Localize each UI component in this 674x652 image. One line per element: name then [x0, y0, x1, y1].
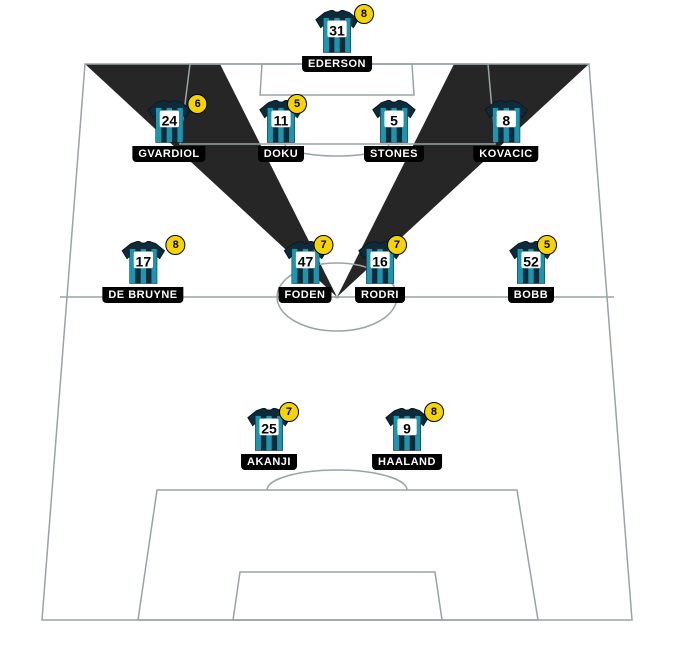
- svg-text:5: 5: [390, 113, 398, 129]
- player-rating: 6: [188, 94, 208, 114]
- svg-text:11: 11: [274, 113, 289, 129]
- svg-text:8: 8: [502, 113, 510, 129]
- player-name: GVARDIOL: [132, 146, 205, 162]
- player-rating: 7: [314, 235, 334, 255]
- player-name: DE BRUYNE: [102, 287, 183, 303]
- svg-text:52: 52: [523, 254, 539, 270]
- player-kovacic[interactable]: 8 KOVACIC: [473, 100, 538, 162]
- player-name: EDERSON: [302, 56, 372, 72]
- player-rating: 5: [537, 235, 557, 255]
- player-rodri[interactable]: 16 7RODRI: [355, 241, 405, 303]
- player-name: HAALAND: [372, 454, 442, 470]
- player-rating: 5: [287, 94, 307, 114]
- player-name: STONES: [364, 146, 424, 162]
- player-ederson[interactable]: 31 8EDERSON: [302, 10, 372, 72]
- player-rating: 7: [387, 235, 407, 255]
- player-name: AKANJI: [241, 454, 297, 470]
- pitch-svg: [0, 0, 674, 652]
- player-name: BOBB: [508, 287, 554, 303]
- svg-text:25: 25: [261, 421, 277, 437]
- player-rating: 7: [279, 402, 299, 422]
- player-rating: 8: [354, 4, 374, 24]
- player-foden[interactable]: 47 7FODEN: [279, 241, 332, 303]
- svg-text:31: 31: [329, 23, 345, 39]
- svg-text:17: 17: [135, 254, 151, 270]
- lineup-stage: 31 8EDERSON 24 6GVARDIOL 11 5DOKU 5 STON…: [0, 0, 674, 652]
- player-gvardiol[interactable]: 24 6GVARDIOL: [132, 100, 205, 162]
- svg-text:16: 16: [372, 254, 388, 270]
- svg-text:9: 9: [403, 421, 411, 437]
- player-rating: 8: [424, 402, 444, 422]
- player-bobb[interactable]: 52 5BOBB: [507, 241, 555, 303]
- player-doku[interactable]: 11 5DOKU: [257, 100, 305, 162]
- player-akanji[interactable]: 25 7AKANJI: [241, 408, 297, 470]
- player-name: DOKU: [258, 146, 304, 162]
- svg-text:24: 24: [161, 113, 177, 129]
- player-name: FODEN: [279, 287, 332, 303]
- player-haaland[interactable]: 9 8HAALAND: [372, 408, 442, 470]
- player-debruyne[interactable]: 17 8DE BRUYNE: [102, 241, 183, 303]
- svg-text:47: 47: [297, 254, 313, 270]
- player-name: RODRI: [355, 287, 405, 303]
- player-rating: 8: [166, 235, 186, 255]
- player-stones[interactable]: 5 STONES: [364, 100, 424, 162]
- player-name: KOVACIC: [473, 146, 538, 162]
